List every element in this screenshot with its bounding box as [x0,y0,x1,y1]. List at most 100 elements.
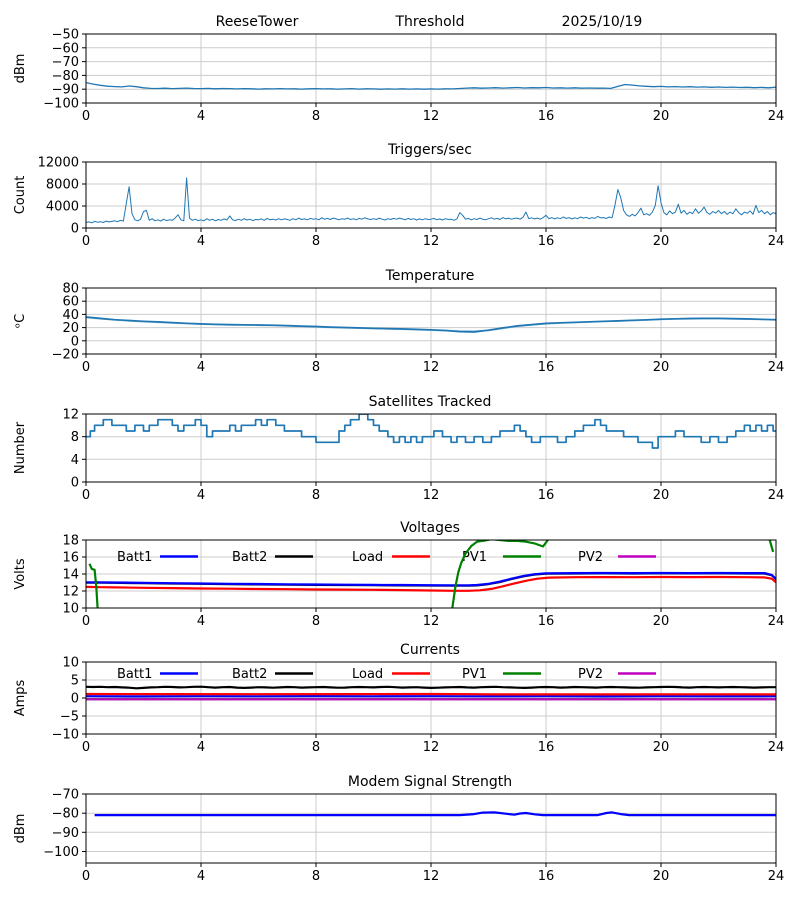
x-tick-label: 24 [768,488,785,503]
y-tick-label: 0 [71,334,79,349]
panel-title: Modem Signal Strength [348,774,512,790]
x-tick-label: 16 [538,360,555,375]
x-tick-label: 8 [312,869,320,884]
y-tick-label: −100 [43,97,79,112]
x-tick-label: 16 [538,614,555,629]
x-tick-label: 4 [197,488,205,503]
x-tick-label: 12 [423,869,440,884]
x-tick-label: 20 [653,109,670,124]
y-tick-label: 18 [62,534,79,549]
y-tick-label: 0 [71,222,79,237]
x-tick-label: 12 [423,360,440,375]
y-tick-label: −70 [52,788,79,803]
y-axis-label: dBm [13,814,28,844]
legend-label-load: Load [352,667,383,682]
x-tick-label: 24 [768,869,785,884]
y-tick-label: 40 [62,308,79,323]
y-axis-label: Volts [13,558,28,590]
panel-title: ReeseTower [216,14,299,30]
legend-label-batt2: Batt2 [232,667,267,682]
y-tick-label: 4 [71,453,79,468]
x-tick-label: 8 [312,234,320,249]
panel-threshold: 0 4 8 12 16 20 24 −100−90−80−70−60−50 dBm ReeseTo… [13,14,784,124]
x-tick-label: 8 [312,740,320,755]
panel-satellites: 0 4 8 12 16 20 24 0 4 8 12 Number Satellites Tracked [13,394,784,503]
panel-title: Temperature [385,268,475,284]
x-tick-label: 0 [82,234,90,249]
x-tick-label: 12 [423,614,440,629]
x-tick-label: 16 [538,869,555,884]
x-tick-label: 4 [197,360,205,375]
y-tick-label: 60 [62,295,79,310]
panel-triggers: 0 4 8 12 16 20 24 0 4000 8000 12000 Count Triggers/s… [13,142,784,249]
y-tick-label: 14 [62,568,79,583]
legend-label-load: Load [352,550,383,565]
y-tick-label: −80 [52,69,79,84]
legend-label-pv2: PV2 [578,550,603,565]
legend-label-pv1: PV1 [462,550,487,565]
x-tick-label: 4 [197,614,205,629]
y-tick-label: 8 [71,430,79,445]
series-pv1-volts [88,540,775,608]
x-tick-label: 16 [538,740,555,755]
y-tick-label: 5 [71,674,79,689]
x-tick-label: 24 [768,360,785,375]
y-tick-label: 8000 [46,178,79,193]
y-tick-label: 10 [62,602,79,617]
x-tick-label: 12 [423,488,440,503]
y-tick-label: −5 [60,710,79,725]
y-tick-label: −10 [52,728,79,743]
panel-modem: 0 4 8 12 16 20 24 −100 −90 −80 −70 dBm Modem Signal … [13,774,784,884]
x-tick-label: 16 [538,109,555,124]
x-tick-label: 0 [82,614,90,629]
y-tick-label: 16 [62,551,79,566]
x-tick-label: 24 [768,109,785,124]
panel-title: Threshold [395,14,465,30]
x-tick-label: 20 [653,614,670,629]
series-load-volts [86,575,776,592]
y-tick-label: −90 [52,826,79,841]
x-tick-label: 4 [197,869,205,884]
y-tick-label: 0 [71,692,79,707]
y-tick-label: 12000 [38,156,79,171]
y-tick-label: −20 [52,348,79,363]
x-tick-label: 20 [653,360,670,375]
panel-voltages: Batt1 Batt2 Load PV1 PV2 0 4 8 12 16 20 24 10 12 14 16 1… [13,520,784,629]
panel-title: Triggers/sec [387,142,472,158]
series-temp-sensor-1 [86,316,776,333]
legend-label-pv1: PV1 [462,667,487,682]
x-tick-label: 0 [82,109,90,124]
y-tick-label: 10 [62,656,79,671]
y-tick-label: −100 [43,845,79,860]
x-tick-label: 4 [197,740,205,755]
y-axis-label: Amps [13,679,28,716]
x-tick-label: 24 [768,740,785,755]
x-tick-label: 12 [423,740,440,755]
y-tick-label: −50 [52,28,79,43]
y-tick-label: 12 [62,585,79,600]
x-tick-label: 12 [423,109,440,124]
y-axis-label: Count [13,176,28,215]
x-tick-label: 16 [538,488,555,503]
series-sat-count [86,414,776,449]
x-tick-label: 8 [312,109,320,124]
x-tick-label: 0 [82,488,90,503]
x-tick-label: 24 [768,614,785,629]
x-tick-label: 4 [197,109,205,124]
legend-label-batt1: Batt1 [117,550,152,565]
y-axis-label: ᵒC [13,314,28,328]
x-tick-label: 0 [82,360,90,375]
y-axis-label: Number [13,421,28,474]
y-tick-label: 12 [62,408,79,423]
y-tick-label: 4000 [46,200,79,215]
x-tick-label: 8 [312,360,320,375]
x-tick-label: 20 [653,488,670,503]
panel-title: Satellites Tracked [369,394,492,410]
y-axis-label: dBm [13,54,28,84]
series-trigger-count [86,177,776,224]
x-tick-label: 0 [82,869,90,884]
